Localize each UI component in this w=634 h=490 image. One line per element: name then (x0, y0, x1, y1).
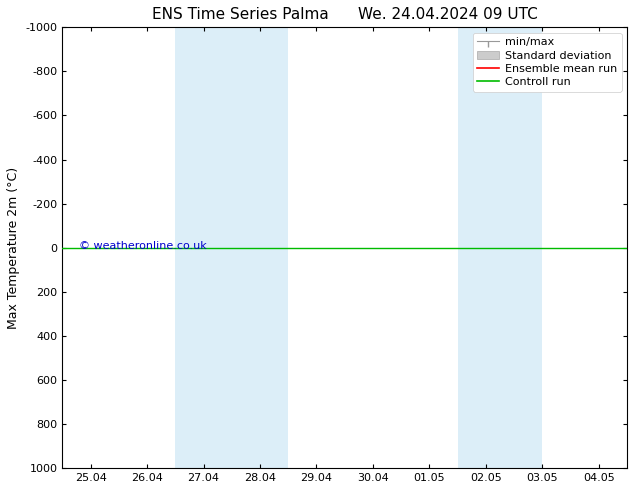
Title: ENS Time Series Palma      We. 24.04.2024 09 UTC: ENS Time Series Palma We. 24.04.2024 09 … (152, 7, 538, 22)
Legend: min/max, Standard deviation, Ensemble mean run, Controll run: min/max, Standard deviation, Ensemble me… (472, 33, 621, 92)
Y-axis label: Max Temperature 2m (°C): Max Temperature 2m (°C) (7, 167, 20, 329)
Bar (458, 27, 542, 468)
Text: © weatheronline.co.uk: © weatheronline.co.uk (79, 241, 207, 250)
Bar (175, 27, 288, 468)
